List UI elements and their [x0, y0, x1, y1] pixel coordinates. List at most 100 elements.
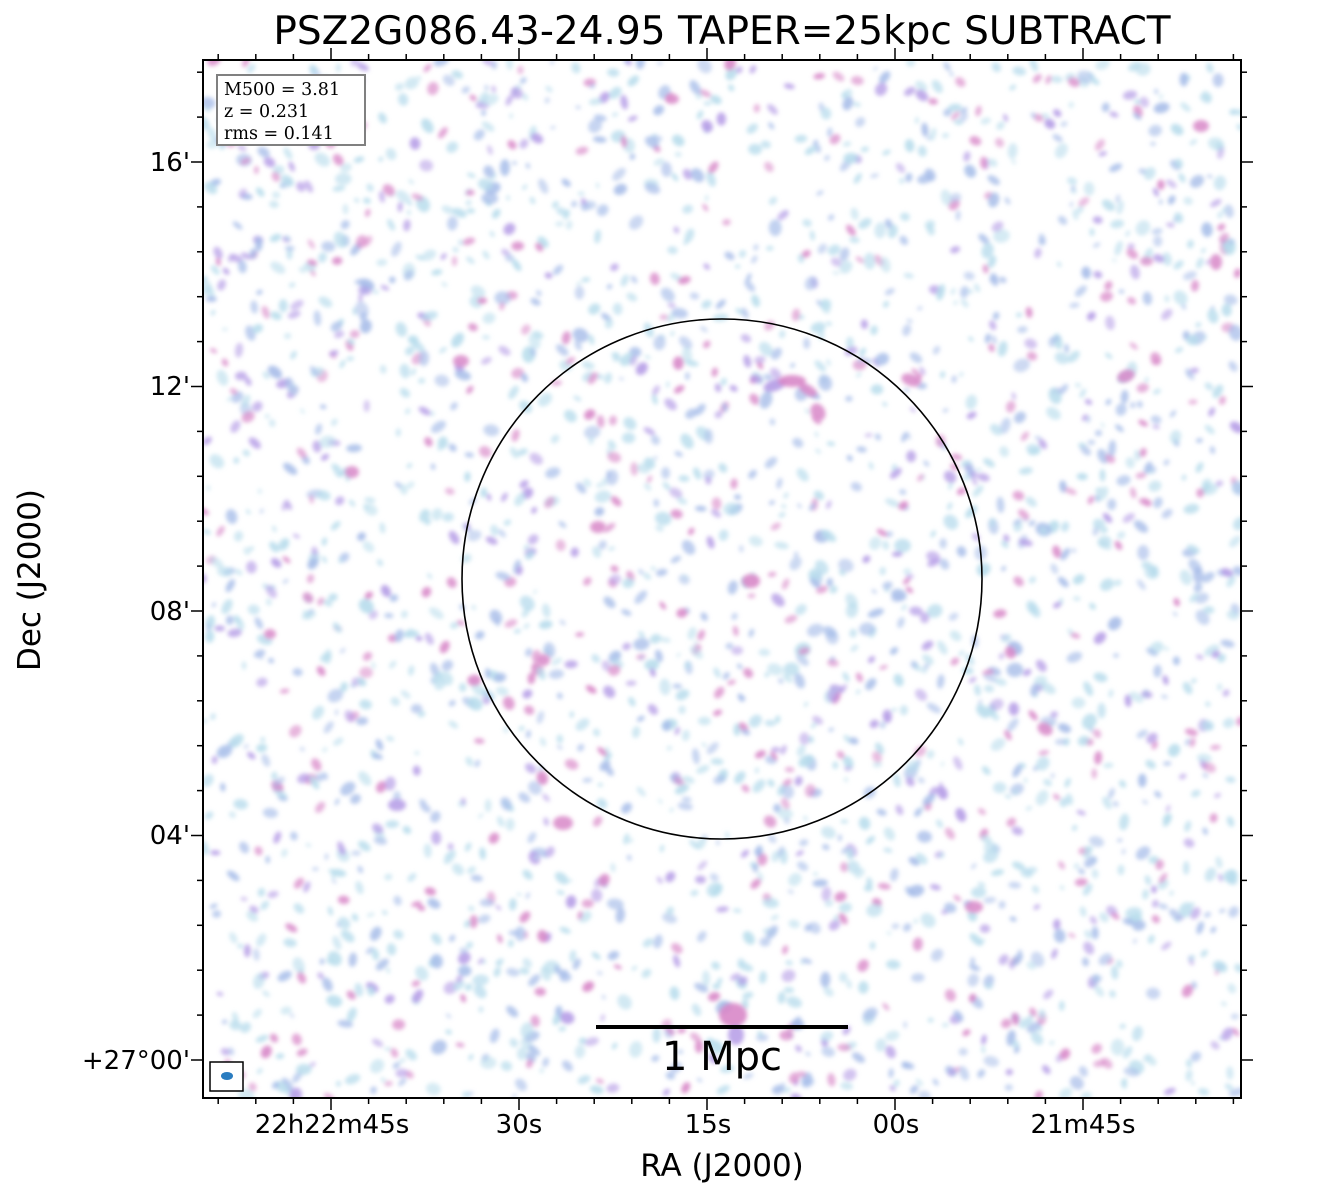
noise-blob: [233, 530, 244, 542]
noise-blob: [852, 101, 861, 107]
noise-blob: [530, 133, 544, 144]
noise-blob: [749, 393, 760, 405]
noise-blob: [312, 440, 322, 453]
noise-blob: [1004, 1084, 1013, 1091]
noise-blob: [1074, 878, 1088, 887]
noise-blob: [949, 192, 962, 203]
noise-blob: [723, 502, 740, 516]
noise-blob: [951, 375, 957, 383]
noise-blob: [1038, 749, 1050, 756]
noise-blob: [1084, 399, 1093, 405]
noise-blob: [387, 218, 396, 231]
noise-blob: [414, 751, 420, 755]
noise-blob: [1161, 941, 1172, 951]
noise-blob: [394, 83, 404, 91]
noise-blob: [1213, 175, 1227, 191]
noise-blob: [1004, 729, 1012, 741]
noise-blob: [727, 580, 738, 595]
noise-blob: [638, 630, 645, 639]
noise-blob: [1023, 668, 1032, 677]
noise-blob: [1079, 906, 1087, 917]
noise-blob: [740, 334, 752, 343]
noise-blob: [869, 941, 876, 950]
noise-blob: [1087, 439, 1096, 445]
noise-blob: [384, 612, 394, 619]
noise-blob: [1059, 1048, 1071, 1060]
noise-blob: [724, 251, 735, 261]
noise-blob: [1056, 261, 1062, 267]
noise-blob: [659, 601, 667, 610]
noise-blob: [682, 204, 694, 214]
noise-blob: [820, 298, 831, 315]
noise-blob: [1189, 175, 1205, 188]
noise-blob: [764, 671, 770, 678]
noise-blob: [804, 276, 818, 291]
noise-blob: [970, 965, 981, 972]
noise-blob: [203, 507, 210, 516]
noise-blob: [794, 551, 799, 558]
noise-blob: [646, 475, 653, 484]
noise-blob: [956, 546, 967, 557]
xtick-label-45s: 22h22m45s: [254, 1110, 410, 1140]
noise-blob: [613, 183, 628, 196]
noise-blob: [730, 973, 741, 981]
noise-blob: [242, 449, 250, 457]
noise-blob: [875, 352, 890, 366]
noise-blob: [424, 436, 433, 447]
noise-blob: [565, 356, 576, 365]
noise-blob: [582, 981, 595, 992]
noise-blob: [759, 971, 767, 984]
noise-blob: [479, 446, 492, 458]
noise-blob: [673, 385, 685, 394]
noise-blob: [906, 432, 911, 440]
noise-blob: [1183, 503, 1200, 514]
noise-blob: [702, 970, 711, 987]
noise-blob: [1119, 813, 1130, 831]
xtick-label-30s: 30s: [495, 1110, 543, 1140]
noise-blob: [491, 208, 501, 219]
noise-blob: [813, 490, 825, 501]
noise-blob: [727, 679, 736, 686]
noise-blob: [210, 713, 216, 720]
noise-blob: [1044, 118, 1056, 130]
noise-blob: [958, 738, 964, 746]
noise-blob: [944, 902, 957, 913]
noise-blob: [769, 418, 776, 426]
noise-blob: [520, 373, 529, 383]
noise-blob: [804, 145, 817, 155]
noise-blob: [1011, 826, 1024, 836]
noise-blob: [649, 272, 660, 286]
noise-blob: [715, 299, 726, 309]
noise-blob: [327, 688, 344, 703]
noise-blob: [716, 1084, 730, 1095]
noise-blob: [849, 737, 859, 745]
noise-blob: [592, 728, 601, 737]
noise-blob: [485, 536, 498, 545]
noise-blob: [1032, 73, 1042, 84]
noise-blob: [903, 272, 914, 279]
noise-blob: [677, 802, 693, 811]
noise-blob: [891, 594, 903, 603]
noise-blob: [437, 446, 442, 452]
noise-blob: [403, 219, 411, 232]
noise-blob: [687, 527, 695, 536]
noise-blob: [997, 340, 1008, 357]
noise-blob: [316, 666, 326, 677]
noise-blob: [229, 1020, 242, 1031]
noise-blob: [781, 945, 789, 955]
noise-blob: [367, 985, 375, 997]
noise-blob: [742, 991, 754, 1000]
noise-blob: [272, 776, 285, 787]
noise-blob: [318, 296, 333, 308]
noise-blob: [970, 957, 975, 965]
noise-blob: [917, 306, 923, 311]
noise-blob: [203, 529, 211, 535]
noise-blob: [655, 568, 668, 577]
noise-blob: [671, 942, 683, 954]
noise-blob: [293, 877, 304, 889]
noise-blob: [1202, 335, 1208, 341]
noise-blob: [781, 1082, 785, 1088]
noise-blob: [332, 622, 342, 633]
noise-blob: [852, 1052, 865, 1063]
noise-blob: [803, 815, 808, 821]
